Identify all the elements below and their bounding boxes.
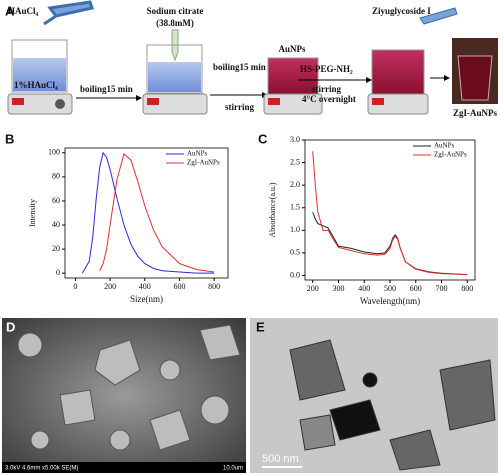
y-axis-label: Intensity: [28, 199, 37, 227]
panel-label: A: [5, 3, 15, 18]
x-tick-label: 300: [332, 284, 344, 293]
arrow-head: [444, 75, 450, 81]
particles: [289, 339, 496, 471]
reagent-label: HAuCl₄: [8, 6, 39, 16]
y-tick-label: 1.0: [290, 225, 300, 234]
panel-label: D: [6, 319, 15, 334]
legend-label: ZgI-AuNPs: [434, 151, 467, 159]
panel-label: E: [256, 319, 265, 334]
panel-label: B: [5, 131, 14, 146]
x-tick-label: 600: [410, 284, 422, 293]
pipette: [419, 7, 458, 25]
step-label: HS-PEG-NH₂: [300, 64, 353, 74]
y-tick-label: 0.5: [290, 248, 300, 257]
y-axis-label: Absorbance(a.u.): [268, 182, 277, 237]
data-line: [312, 151, 468, 276]
data-line: [81, 151, 215, 274]
sem-info: 3.0kV 4.6mm x5.00k SE(M): [5, 466, 78, 472]
step-label: stirring: [225, 102, 254, 112]
solution-label: 1%HAuCl₄: [14, 80, 58, 90]
vial: [457, 55, 493, 101]
display: [372, 98, 384, 105]
data-line: [99, 153, 215, 273]
step-label: stirring: [312, 84, 341, 94]
scale-label: 10.0um: [223, 466, 243, 472]
beaker: [11, 39, 68, 93]
legend-label: ZgI-AuNPs: [187, 159, 220, 167]
particles: [17, 324, 241, 451]
y-tick-label: 0.0: [290, 270, 300, 279]
solution: [13, 58, 66, 91]
x-tick-label: 200: [104, 282, 116, 291]
y-tick-label: 0: [56, 268, 60, 277]
knob: [55, 99, 65, 109]
display: [268, 98, 280, 105]
y-tick-label: 2.5: [290, 157, 300, 166]
scale-label: 500 nm: [262, 453, 299, 465]
legend-label: AuNPs: [187, 150, 208, 158]
reagent-label: Sodium citrate: [147, 6, 204, 16]
product-label: ZgI-AuNPs: [453, 108, 498, 118]
panel-a: A HAuCl₄ 1%HAuCl₄ boiling15 min Sodium c…: [5, 0, 498, 118]
y-tick-label: 2.0: [290, 180, 300, 189]
y-tick-label: 60: [52, 196, 60, 205]
x-tick-label: 800: [461, 284, 473, 293]
x-tick-label: 600: [173, 282, 185, 291]
x-tick-label: 200: [307, 284, 319, 293]
legend-label: AuNPs: [434, 142, 455, 150]
panel-e: 500 nm E: [250, 318, 498, 473]
solution: [148, 62, 201, 92]
plot-frame: [304, 139, 476, 281]
x-axis-label: Size(nm): [130, 294, 163, 304]
display: [12, 98, 24, 105]
pipette: [43, 0, 94, 26]
x-axis-label: Wavelength(nm): [360, 296, 420, 306]
x-tick-label: 500: [384, 284, 396, 293]
y-tick-label: 1.5: [290, 203, 300, 212]
reagent-label: Ziyuglycoside I: [372, 6, 431, 16]
arrow-head: [366, 77, 372, 83]
reagent-label: (38.8mM): [156, 18, 194, 28]
x-tick-label: 400: [358, 284, 370, 293]
x-tick-label: 0: [73, 282, 77, 291]
arrow-head: [136, 95, 142, 101]
y-tick-label: 40: [52, 220, 60, 229]
step-label: boiling15 min: [80, 84, 133, 94]
panel-d: 3.0kV 4.6mm x5.00k SE(M) 10.0um D: [2, 318, 246, 473]
y-tick-label: 100: [48, 148, 60, 157]
y-tick-label: 20: [52, 244, 60, 253]
step-label: 4°C overnight: [302, 94, 356, 104]
y-tick-label: 3.0: [290, 135, 300, 144]
panel-label: C: [258, 131, 268, 146]
beaker: [146, 44, 203, 94]
solution: [371, 49, 425, 95]
x-tick-label: 700: [436, 284, 448, 293]
plot-frame: [64, 147, 229, 279]
product-label: AuNPs: [278, 44, 306, 54]
step-label: boiling15 min: [213, 62, 266, 72]
display: [147, 98, 159, 105]
y-tick-label: 80: [52, 172, 60, 181]
x-tick-label: 400: [139, 282, 151, 291]
info-bar: [2, 462, 246, 473]
x-tick-label: 800: [208, 282, 220, 291]
